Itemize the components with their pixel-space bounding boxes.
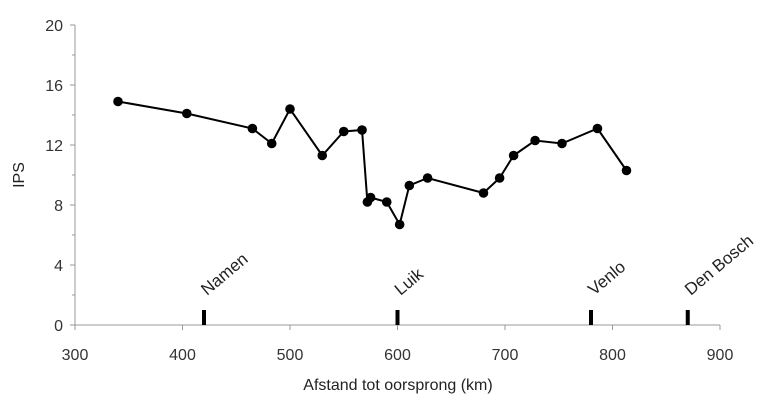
data-point (557, 138, 567, 149)
city-label: Namen (197, 249, 251, 299)
data-point (478, 188, 489, 198)
data-point (357, 125, 367, 135)
city-annotations: Namen Luik Venlo Den Bosch (197, 231, 757, 325)
y-tick-label: 16 (45, 78, 63, 95)
x-tick-label: 600 (384, 347, 411, 364)
data-point (592, 123, 603, 134)
data-point (365, 192, 376, 203)
x-tick-label: 300 (62, 347, 89, 364)
x-tick-label: 500 (277, 347, 304, 364)
axes: 0 4 8 12 16 20 300 400 500 600 700 800 900 (45, 18, 733, 364)
data-point (394, 219, 405, 230)
data-point (285, 104, 295, 114)
data-point (422, 173, 433, 183)
x-tick-label: 900 (707, 347, 734, 364)
y-tick-label: 12 (45, 138, 63, 155)
data-point (338, 126, 349, 137)
data-point (317, 150, 328, 161)
data-point (247, 123, 258, 134)
data-point (494, 173, 505, 183)
data-point (508, 150, 519, 161)
data-point (113, 96, 123, 107)
data-point (404, 180, 415, 191)
data-series (113, 96, 632, 230)
series-line (117, 100, 628, 228)
city-label: Venlo (584, 257, 629, 299)
city-label: Den Bosch (681, 231, 757, 299)
y-tick-label: 8 (54, 198, 63, 215)
y-tick-label: 20 (45, 18, 63, 35)
y-axis-title: IPS (11, 162, 28, 188)
x-tick-label: 700 (492, 347, 519, 364)
x-tick-label: 800 (599, 347, 626, 364)
y-tick-label: 4 (54, 258, 63, 275)
y-tick-label: 0 (54, 318, 63, 335)
data-point (621, 165, 632, 176)
data-point (182, 108, 192, 119)
city-label: Luik (391, 264, 427, 299)
x-axis-title: Afstand tot oorsprong (km) (303, 377, 492, 394)
data-point (381, 197, 392, 207)
x-tick-label: 400 (169, 347, 196, 364)
data-point (266, 138, 277, 149)
data-point (530, 135, 540, 146)
